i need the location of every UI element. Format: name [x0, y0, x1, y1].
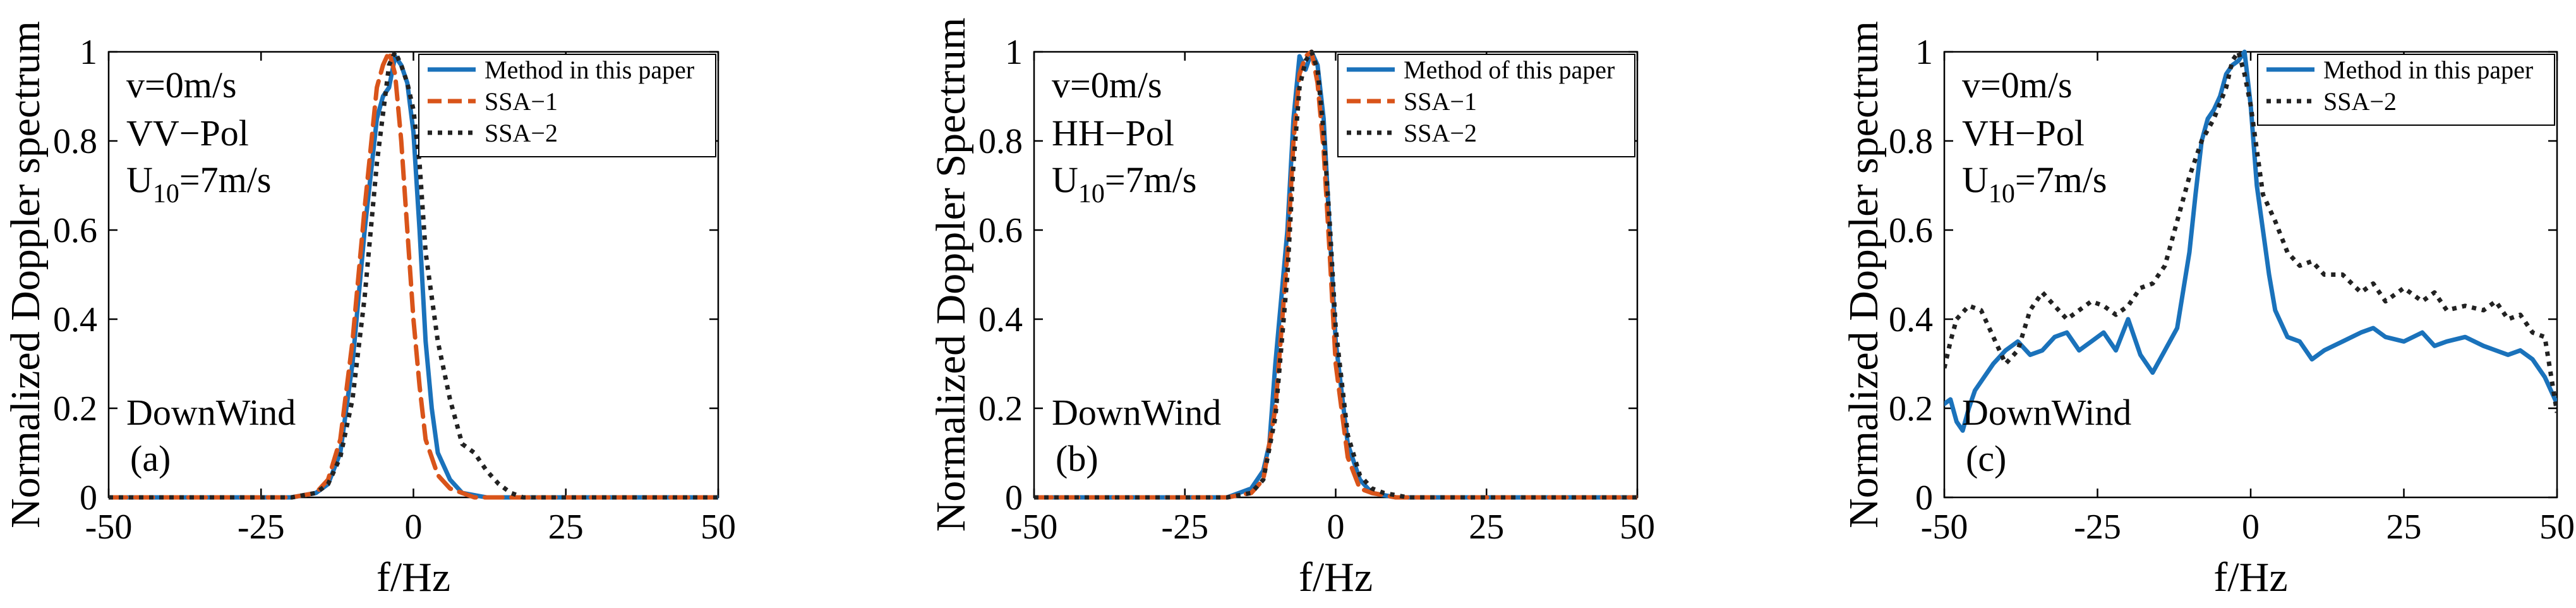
series-group [1944, 49, 2557, 433]
y-tick-label: 0.6 [978, 211, 1023, 250]
y-tick-label: 0.4 [978, 300, 1023, 339]
y-tick-label: 0 [1915, 478, 1933, 518]
legend-label: SSA−1 [485, 87, 558, 116]
series-line-ssa2 [1944, 49, 2557, 413]
x-tick-label: 0 [2242, 508, 2260, 547]
annotation-wind-base: U [1962, 159, 1989, 200]
legend-label: SSA−2 [2323, 87, 2397, 116]
x-tick-label: 0 [405, 508, 423, 547]
y-tick-label: 0.8 [1889, 122, 1933, 161]
y-tick-label: 0.2 [978, 389, 1023, 429]
x-tick-label: -25 [2074, 508, 2121, 547]
legend-label: SSA−1 [1404, 87, 1477, 116]
annotation-wind: U10=7m/s [1962, 159, 2107, 209]
panel-label: (b) [1056, 438, 1098, 479]
annotation-wind-rest: =7m/s [1105, 159, 1197, 200]
y-axis-label: Normalized Doppler Spectrum [928, 18, 974, 532]
x-axis-label: f/Hz [2213, 554, 2287, 600]
annotation-wind: U10=7m/s [126, 159, 271, 209]
panel-label: (a) [130, 438, 171, 479]
annotation-wind-rest: =7m/s [179, 159, 272, 200]
legend-label: Method in this paper [485, 56, 694, 84]
series-group [109, 49, 718, 500]
annotation-wind-rest: =7m/s [2015, 159, 2107, 200]
y-tick-label: 1 [1005, 33, 1023, 72]
annotation-wind-sub: 10 [153, 179, 179, 209]
y-tick-label: 1 [1915, 33, 1933, 72]
legend: Method of this paper SSA−1 SSA−2 [1337, 54, 1635, 157]
x-tick-label: 50 [1620, 508, 1655, 547]
annotation-polarization: VV−Pol [126, 112, 249, 154]
x-tick-label: 0 [1327, 508, 1345, 547]
y-tick-label: 0 [80, 478, 97, 518]
panel-label: (c) [1966, 438, 2006, 479]
y-tick-label: 0.8 [978, 122, 1023, 161]
y-tick-label: 0.2 [1889, 389, 1933, 429]
y-tick-label: 0.6 [53, 211, 97, 250]
x-tick-label: -50 [85, 508, 133, 547]
x-axis-label: f/Hz [376, 554, 450, 600]
y-tick-label: 0.8 [53, 122, 97, 161]
x-tick-label: -50 [1921, 508, 1968, 547]
chart-c: -50 -25 0 25 50 0 0.2 0.4 0.6 0.8 1 f/Hz Normalized … [1841, 21, 2575, 600]
annotation-direction: DownWind [1052, 392, 1221, 433]
legend: Method in this paper SSA−2 [2257, 54, 2555, 126]
x-tick-label: -25 [1161, 508, 1208, 547]
annotation-wind-base: U [126, 159, 153, 200]
annotation-direction: DownWind [1962, 392, 2131, 433]
y-tick-label: 0.4 [53, 300, 97, 339]
y-tick-label: 1 [80, 33, 97, 72]
annotation-wind: U10=7m/s [1052, 159, 1196, 209]
y-axis-label: Normalized Doppler spectrum [1841, 21, 1887, 528]
x-tick-label: 25 [1469, 508, 1504, 547]
annotation-wind-base: U [1052, 159, 1078, 200]
x-tick-label: 25 [2386, 508, 2422, 547]
y-tick-label: 0.4 [1889, 300, 1933, 339]
series-group [1034, 49, 1637, 500]
series-line-ssa2 [109, 49, 718, 500]
x-axis-label: f/Hz [1299, 554, 1373, 600]
legend-label: Method in this paper [2323, 56, 2533, 84]
x-tick-label: 50 [2539, 508, 2575, 547]
annotation-velocity: v=0m/s [1052, 64, 1162, 106]
legend-box [2257, 54, 2555, 126]
series-line-ssa2 [1034, 49, 1637, 500]
legend-label: SSA−2 [485, 119, 558, 147]
annotation-direction: DownWind [126, 392, 296, 433]
y-tick-label: 0.2 [53, 389, 97, 429]
y-tick-label: 0 [1005, 478, 1023, 518]
legend: Method in this paper SSA−1 SSA−2 [418, 54, 716, 157]
chart-a: -50 -25 0 25 50 0 0.2 0.4 0.6 0.8 1 f/Hz Normalized … [3, 21, 736, 600]
annotation-wind-sub: 10 [1989, 179, 2015, 209]
y-tick-label: 0.6 [1889, 211, 1933, 250]
x-tick-label: 25 [548, 508, 584, 547]
legend-label: SSA−2 [1404, 119, 1477, 147]
series-line-method [1944, 49, 2557, 433]
chart-b: -50 -25 0 25 50 0 0.2 0.4 0.6 0.8 1 f/Hz Normalized … [928, 18, 1655, 600]
annotation-polarization: VH−Pol [1962, 112, 2085, 154]
annotation-velocity: v=0m/s [1962, 64, 2073, 106]
y-axis-label: Normalized Doppler spectrum [3, 21, 49, 528]
annotation-polarization: HH−Pol [1052, 112, 1174, 154]
annotation-wind-sub: 10 [1078, 179, 1105, 209]
x-tick-label: 50 [701, 508, 736, 547]
x-tick-label: -25 [238, 508, 285, 547]
legend-label: Method of this paper [1404, 56, 1615, 84]
x-tick-label: -50 [1011, 508, 1058, 547]
annotation-velocity: v=0m/s [126, 64, 237, 106]
